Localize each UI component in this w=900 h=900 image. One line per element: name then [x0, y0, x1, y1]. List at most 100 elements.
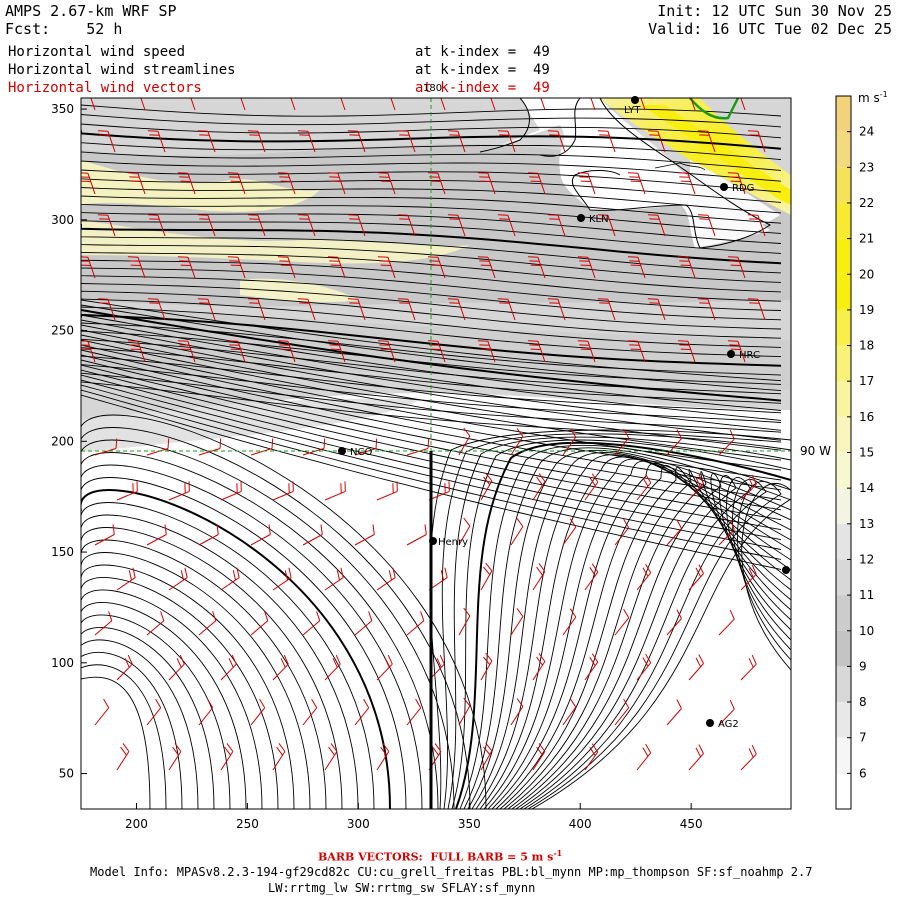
wind-barb [116, 567, 136, 591]
streamline [81, 249, 782, 293]
wind-barb [250, 698, 266, 726]
wind-barb [227, 340, 246, 363]
wind-barb [636, 563, 652, 591]
wind-barb [277, 340, 296, 363]
colorbar-swatch [836, 559, 851, 596]
wind-barb [480, 472, 493, 501]
wind-barb [168, 481, 190, 501]
streamline [81, 313, 782, 367]
plot-title: AMPS 2.67-km WRF SP [5, 2, 177, 20]
streamline [81, 113, 782, 128]
station-rdg-marker [720, 183, 728, 191]
wind-barb [97, 130, 116, 153]
wind-barb [197, 214, 216, 237]
model-info-line1: Model Info: MPASv8.2.3-194-gf29cd82c CU:… [90, 865, 813, 879]
x-tick-label: 300 [347, 817, 370, 831]
wind-barb [636, 653, 652, 681]
wind-barb [272, 481, 294, 501]
wind-barb [377, 256, 396, 279]
wind-barb [647, 130, 666, 153]
wind-barb [177, 256, 196, 279]
field-level-speed: at k-index = 49 [415, 44, 550, 60]
wind-barb [324, 481, 346, 501]
stations: LYT RDG KLN HRC NCO Henry AG2 [338, 96, 790, 730]
streamline [447, 436, 791, 809]
wind-barb [354, 611, 373, 636]
station-nco-label: NCO [350, 447, 372, 458]
wind-barb [666, 429, 682, 456]
wind-barbs [81, 98, 766, 771]
wind-barb [397, 130, 416, 153]
station-kln-label: KLN [589, 214, 609, 225]
wind-barb [168, 567, 188, 591]
colorbar-label: 6 [859, 766, 867, 780]
wind-barb [727, 172, 746, 195]
station-hrc-label: HRC [739, 350, 760, 361]
colorbar-label: 21 [859, 232, 874, 246]
streamline [463, 447, 791, 809]
wind-barb [527, 340, 546, 363]
colorbar-label: 12 [859, 552, 874, 566]
wind-barb [597, 130, 616, 153]
streamline [81, 354, 782, 491]
wind-barb [427, 172, 446, 195]
wind-barb [677, 256, 696, 279]
streamline [507, 471, 791, 809]
y-tick-label: 50 [59, 767, 74, 781]
streamline [81, 139, 782, 161]
streamline [81, 381, 782, 443]
streamline [81, 651, 183, 809]
streamline [81, 173, 782, 203]
field-label-speed: Horizontal wind speed [8, 44, 186, 60]
streamline [455, 441, 791, 809]
wind-barb [81, 256, 96, 279]
wind-barb [302, 524, 323, 546]
wind-barb [666, 519, 682, 546]
forecast-hour: Fcst: 52 h [5, 20, 123, 38]
wind-barb [277, 256, 296, 279]
wind-barb [406, 438, 430, 456]
wind-barb [562, 428, 577, 456]
wind-barb [397, 298, 416, 321]
wind-barb [197, 298, 216, 321]
streamline [81, 452, 439, 809]
wind-barb [497, 130, 516, 153]
streamline [527, 481, 791, 809]
wind-barb [377, 340, 396, 363]
wind-barb [562, 608, 577, 636]
streamline [81, 164, 782, 193]
wind-barb [697, 130, 716, 153]
wind-barb [597, 298, 616, 321]
wind-barb [447, 130, 466, 153]
wind-barb [302, 611, 321, 636]
wind-barb [584, 743, 599, 771]
station-ag2-marker [706, 719, 714, 727]
wind-barb [127, 256, 146, 279]
wind-barb [220, 481, 242, 501]
streamline [81, 322, 782, 376]
streamline [81, 241, 782, 283]
colorbar-swatch [836, 167, 851, 203]
green-coast [689, 97, 740, 120]
streamline [81, 589, 263, 809]
streamline [81, 676, 151, 809]
wind-barb [227, 172, 246, 195]
wind-barb [406, 698, 422, 726]
colorbar-swatch [836, 702, 851, 738]
wind-barb [324, 743, 338, 771]
colorbar-swatch [836, 96, 851, 132]
init-time: Init: 12 UTC Sun 30 Nov 25 [657, 2, 892, 20]
colorbar-swatch [836, 202, 851, 239]
streamline [81, 502, 375, 809]
wind-barb [458, 697, 471, 726]
streamline [81, 207, 782, 244]
wind-barb [297, 130, 316, 153]
wind-barb [577, 340, 596, 363]
colorbar-label: 24 [859, 125, 874, 139]
wind-barb [688, 654, 704, 681]
field-level-streamlines: at k-index = 49 [415, 62, 550, 78]
streamline [81, 156, 782, 182]
barb-note: BARB VECTORS: FULL BARB = 5 m s-1 [318, 848, 563, 864]
station-lyt-label: LYT [624, 105, 641, 116]
